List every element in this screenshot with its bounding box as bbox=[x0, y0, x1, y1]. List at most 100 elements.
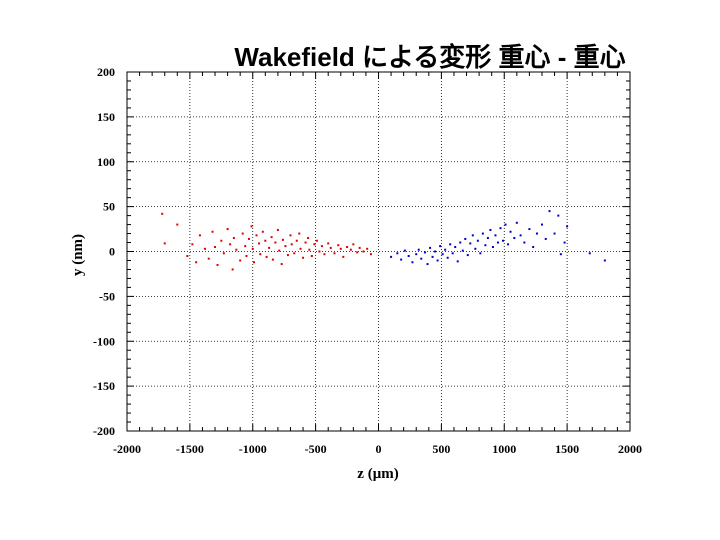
data-point-bunch-2 bbox=[396, 252, 399, 255]
data-point-bunch-2 bbox=[501, 239, 504, 242]
data-point-bunch-2 bbox=[532, 246, 535, 249]
data-point-bunch-1 bbox=[235, 248, 238, 251]
data-point-bunch-2 bbox=[403, 249, 406, 252]
data-point-bunch-1 bbox=[247, 237, 250, 240]
data-point-bunch-1 bbox=[198, 234, 201, 237]
data-point-bunch-2 bbox=[436, 259, 439, 262]
data-point-bunch-1 bbox=[278, 249, 281, 252]
data-point-bunch-2 bbox=[431, 255, 434, 258]
data-point-bunch-2 bbox=[417, 248, 420, 251]
data-points bbox=[161, 210, 606, 271]
data-point-bunch-1 bbox=[333, 252, 336, 255]
data-point-bunch-1 bbox=[244, 245, 247, 248]
data-point-bunch-1 bbox=[310, 254, 313, 257]
data-point-bunch-2 bbox=[603, 259, 606, 262]
grid-lines bbox=[127, 72, 630, 431]
data-point-bunch-1 bbox=[232, 237, 235, 240]
data-point-bunch-1 bbox=[186, 254, 189, 257]
y-tick-label: 200 bbox=[97, 65, 115, 79]
data-point-bunch-2 bbox=[469, 242, 472, 245]
data-point-bunch-1 bbox=[313, 243, 316, 246]
data-point-bunch-1 bbox=[342, 255, 345, 258]
data-point-bunch-1 bbox=[220, 239, 223, 242]
data-point-bunch-1 bbox=[290, 243, 293, 246]
y-tick-labels: 200 150 100 50 0 -50 -100 -150 -200 bbox=[93, 65, 115, 438]
y-tick-label: 0 bbox=[109, 245, 115, 259]
data-point-bunch-2 bbox=[466, 254, 469, 257]
data-point-bunch-1 bbox=[281, 238, 284, 241]
data-point-bunch-1 bbox=[222, 252, 225, 255]
data-point-bunch-1 bbox=[284, 245, 287, 248]
data-point-bunch-1 bbox=[369, 253, 372, 256]
data-point-bunch-2 bbox=[446, 256, 449, 259]
y-tick-label: 150 bbox=[97, 110, 115, 124]
data-point-bunch-1 bbox=[293, 252, 296, 255]
data-point-bunch-2 bbox=[563, 241, 566, 244]
data-point-bunch-1 bbox=[207, 257, 210, 260]
data-point-bunch-1 bbox=[176, 223, 179, 226]
data-point-bunch-1 bbox=[276, 228, 279, 231]
x-tick-labels: -2000 -1500 -1000 -500 0 500 1000 1500 2000 bbox=[113, 442, 642, 456]
data-point-bunch-1 bbox=[274, 241, 277, 244]
data-point-bunch-2 bbox=[557, 214, 560, 217]
data-point-bunch-1 bbox=[255, 234, 258, 237]
data-point-bunch-2 bbox=[479, 252, 482, 255]
data-point-bunch-1 bbox=[366, 247, 369, 250]
data-point-bunch-2 bbox=[426, 263, 429, 266]
data-point-bunch-1 bbox=[327, 242, 330, 245]
data-point-bunch-2 bbox=[415, 253, 418, 256]
data-point-bunch-1 bbox=[352, 243, 355, 246]
data-point-bunch-2 bbox=[454, 246, 457, 249]
data-point-bunch-2 bbox=[407, 254, 410, 257]
data-point-bunch-2 bbox=[471, 234, 474, 237]
data-point-bunch-2 bbox=[528, 228, 531, 231]
data-point-bunch-2 bbox=[494, 234, 497, 237]
data-point-bunch-2 bbox=[411, 261, 414, 264]
data-point-bunch-2 bbox=[486, 237, 489, 240]
data-point-bunch-1 bbox=[245, 254, 248, 257]
data-point-bunch-2 bbox=[519, 234, 522, 237]
x-tick-label: -1000 bbox=[239, 442, 267, 456]
data-point-bunch-2 bbox=[474, 247, 477, 250]
data-point-bunch-1 bbox=[299, 247, 302, 250]
data-point-bunch-1 bbox=[195, 261, 198, 264]
data-point-bunch-1 bbox=[161, 212, 164, 215]
x-tick-label: 1500 bbox=[555, 442, 579, 456]
data-point-bunch-2 bbox=[496, 241, 499, 244]
data-point-bunch-1 bbox=[271, 258, 274, 261]
plot-frame bbox=[126, 71, 631, 432]
data-point-bunch-1 bbox=[308, 248, 311, 251]
data-point-bunch-1 bbox=[191, 243, 194, 246]
data-point-bunch-1 bbox=[315, 239, 318, 242]
data-point-bunch-2 bbox=[535, 232, 538, 235]
y-tick-label: 100 bbox=[97, 155, 115, 169]
data-point-bunch-2 bbox=[441, 253, 444, 256]
data-point-bunch-1 bbox=[304, 241, 307, 244]
data-point-bunch-1 bbox=[337, 244, 340, 247]
data-point-bunch-1 bbox=[265, 255, 268, 258]
x-tick-label: 1000 bbox=[492, 442, 516, 456]
data-point-bunch-1 bbox=[258, 242, 261, 245]
data-point-bunch-1 bbox=[253, 261, 256, 264]
chart-title: Wakefield による変形 重心 - 重心 bbox=[234, 42, 625, 72]
y-tick-label: -50 bbox=[99, 289, 115, 303]
data-point-bunch-2 bbox=[449, 243, 452, 246]
data-point-bunch-2 bbox=[588, 252, 591, 255]
data-point-bunch-2 bbox=[444, 248, 447, 251]
data-point-bunch-1 bbox=[302, 256, 305, 259]
data-point-bunch-1 bbox=[226, 228, 229, 231]
data-point-bunch-2 bbox=[420, 257, 423, 260]
data-point-bunch-2 bbox=[566, 225, 569, 228]
data-point-bunch-2 bbox=[515, 221, 518, 224]
data-point-bunch-1 bbox=[239, 259, 242, 262]
data-point-bunch-1 bbox=[241, 232, 244, 235]
data-point-bunch-1 bbox=[346, 246, 349, 249]
data-point-bunch-1 bbox=[362, 250, 365, 253]
data-point-bunch-1 bbox=[339, 247, 342, 250]
data-point-bunch-2 bbox=[544, 237, 547, 240]
data-point-bunch-2 bbox=[507, 243, 510, 246]
data-point-bunch-1 bbox=[286, 254, 289, 257]
axis-ticks bbox=[126, 71, 631, 432]
y-tick-label: 50 bbox=[103, 200, 115, 214]
